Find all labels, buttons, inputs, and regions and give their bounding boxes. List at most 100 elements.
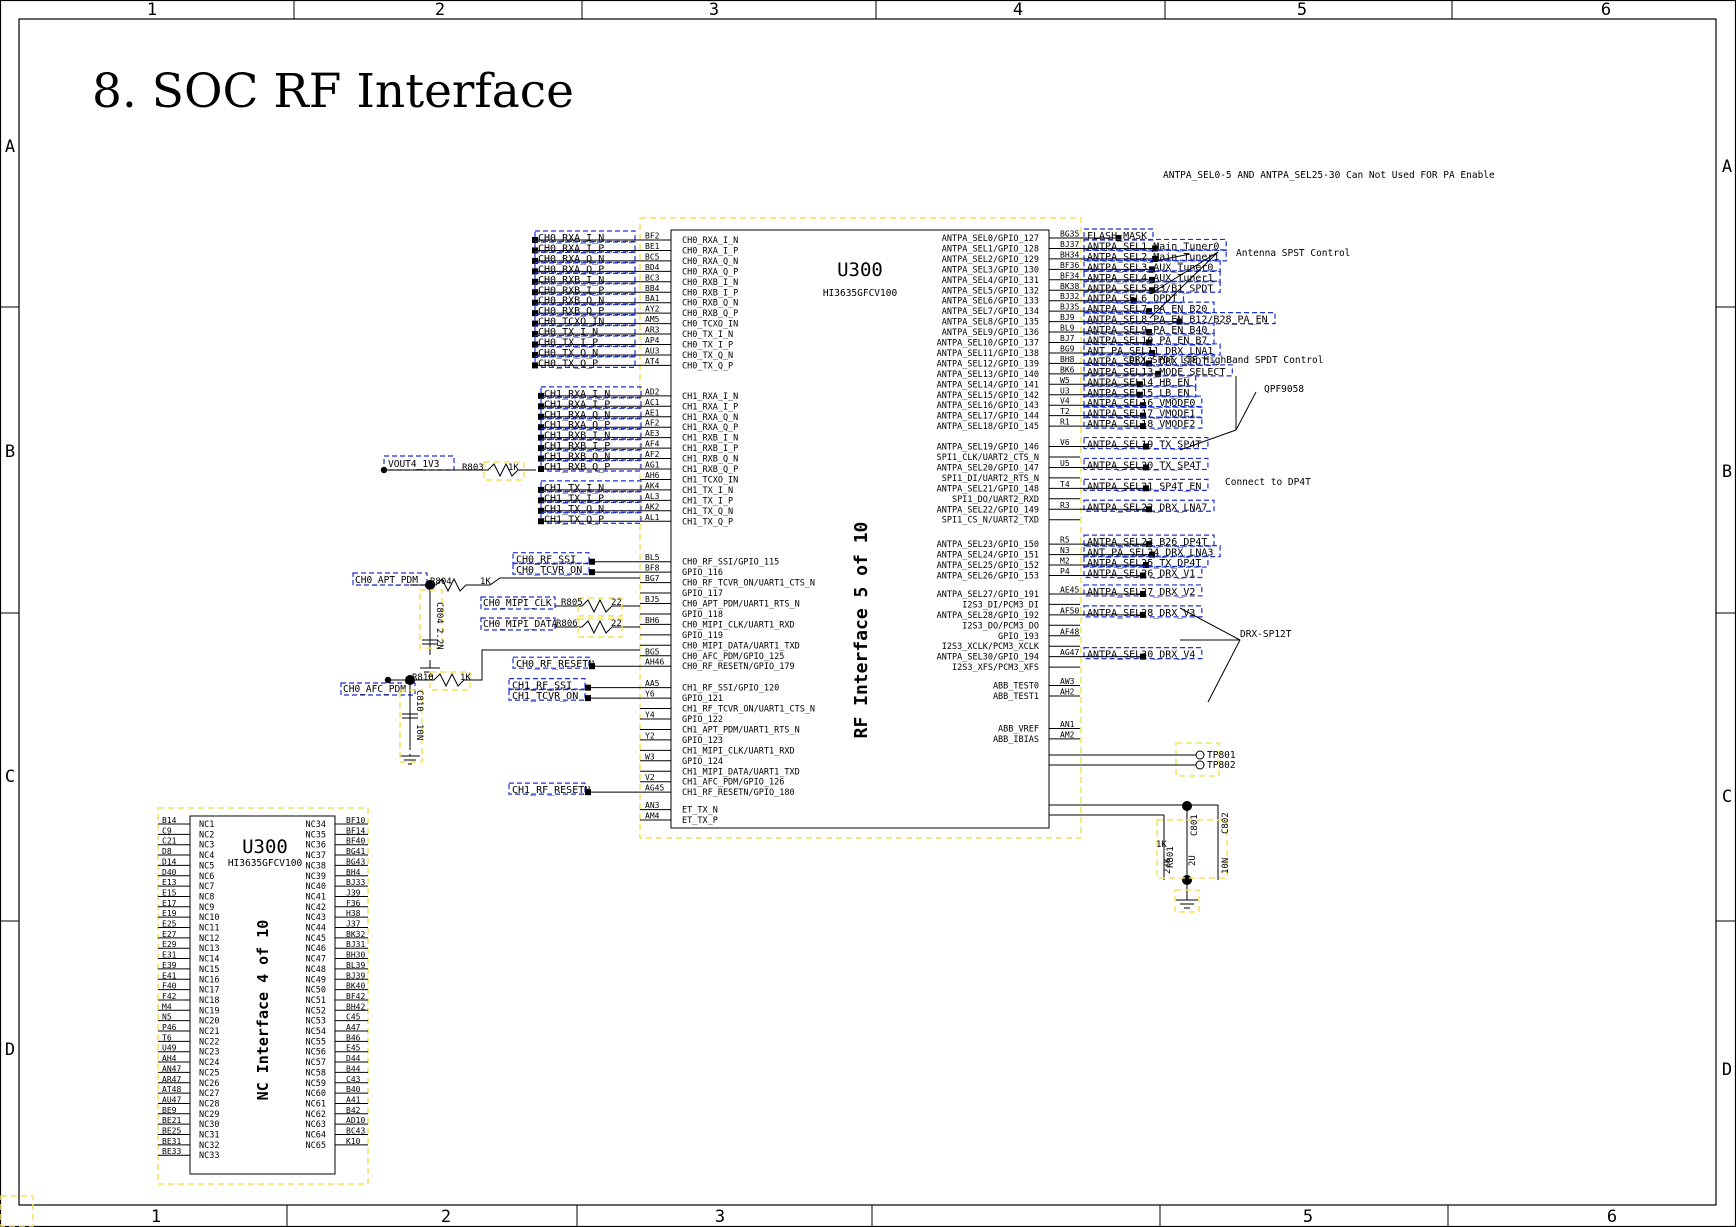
pin-name: CH1_MIPI_DATA/UART1_TXD (682, 767, 800, 777)
pin-name: CH0_RXB_I_N (682, 278, 738, 288)
net-port-icon (1149, 551, 1156, 558)
net-label-box (1083, 301, 1215, 314)
net-port-icon (1149, 266, 1156, 273)
net-label: CH0_RXB_Q_N (538, 296, 604, 307)
pin-name: NC4 (199, 851, 214, 861)
pin-name: CH1_TCXO_IN (682, 475, 738, 485)
net-label-box (1083, 499, 1215, 512)
pin-number: AH2 (1060, 688, 1075, 697)
pin-number: AF4 (645, 440, 660, 449)
main-chip-unit: RF Interface 5 of 10 (851, 522, 872, 739)
pin-name: NC59 (306, 1079, 326, 1089)
net-port-icon (1136, 381, 1143, 388)
net-port-icon (1136, 391, 1143, 398)
net-port-icon (1152, 255, 1159, 262)
pin-name: CH1_RXB_Q_N (682, 455, 738, 465)
connect-dp4t-note: Connect to DP4T (1225, 477, 1311, 488)
net-label: CH1_TX_Q_N (544, 504, 604, 515)
pin-name: NC10 (199, 913, 219, 923)
pin-number: E27 (162, 930, 177, 939)
pin-number: AG47 (1060, 648, 1079, 657)
mipi-data-net-label: CH0_MIPI_DATA (483, 619, 558, 630)
pin-number: BJ32 (1060, 292, 1079, 301)
pin-name: NC54 (306, 1027, 326, 1037)
pin-number: BD4 (645, 263, 660, 272)
net-port-icon (1139, 653, 1146, 660)
pin-name: GPIO_116 (682, 568, 723, 578)
pin-name: NC28 (199, 1099, 219, 1109)
pin-name: NC19 (199, 1006, 219, 1016)
pin-name: I2S3_DI/PCM3_DI (962, 600, 1039, 610)
pin-name: NC65 (306, 1141, 326, 1151)
pin-name: CH0_TX_I_P (682, 341, 733, 351)
net-port-icon (1146, 339, 1152, 346)
pin-number: U3 (1060, 386, 1070, 395)
pin-name: CH0_RXA_I_N (682, 236, 738, 246)
pin-number: E25 (162, 920, 177, 929)
net-port-icon (538, 403, 544, 410)
pin-name: CH1_RF_SSI/GPIO_120 (682, 684, 779, 694)
nc-chip-body (189, 815, 336, 1175)
net-port-icon (1130, 297, 1137, 304)
net-label-box (508, 782, 586, 795)
pin-name: NC3 (199, 841, 214, 851)
pin-number: R5 (1060, 536, 1070, 545)
pin-name: NC13 (199, 944, 219, 954)
pin-number: BK32 (346, 930, 365, 939)
pin-name: NC55 (306, 1037, 326, 1047)
pin-number: E29 (162, 940, 177, 949)
net-port-icon (1146, 308, 1152, 315)
left-passives: VOUT4_1V3 R803 1K CH0_APT_PDM R804 1K C8… (340, 455, 640, 765)
pin-number: AM5 (645, 315, 660, 324)
nc-chip[interactable]: U300 HI3635GFCV100 NC Interface 4 of 10 … (157, 807, 369, 1185)
pin-number: AG1 (645, 461, 660, 470)
pin-number: AM2 (1060, 730, 1075, 739)
net-label-box (512, 656, 590, 669)
pin-name: GPIO_118 (682, 610, 723, 620)
pin-name: ANTPA_SEL21/GPIO_148 (937, 484, 1039, 494)
pin-number: AF2 (645, 419, 660, 428)
pin-number: N5 (162, 1013, 172, 1022)
pin-number: AT4 (645, 357, 660, 366)
net-label: CH0_RXA_I_N (538, 233, 604, 244)
pin-number: BF34 (1060, 271, 1079, 280)
main-chip-body (670, 229, 1050, 829)
pin-name: NC41 (306, 892, 326, 902)
pin-name: NC30 (199, 1120, 219, 1130)
net-label: CH0_RF_RESETN (516, 659, 594, 670)
pin-number: V2 (645, 773, 655, 782)
pin-number: AT48 (162, 1085, 181, 1094)
pin-name: ABB_TEST1 (993, 692, 1039, 702)
pin-number: F42 (162, 992, 177, 1001)
net-label: CH0_TCXO_IN (538, 317, 604, 328)
net-label-box (1083, 322, 1215, 335)
pin-number: BE21 (162, 1116, 181, 1125)
pin-name: NC38 (306, 861, 326, 871)
pin-number: V4 (1060, 397, 1070, 406)
pin-name: SPI1_DO/UART2_RXD (952, 495, 1039, 505)
net-port-icon (1142, 464, 1149, 471)
pin-number: E41 (162, 971, 177, 980)
pin-number: AE45 (1060, 585, 1079, 594)
pin-number: BG5 (645, 647, 660, 656)
net-port-icon (538, 434, 544, 441)
col-label-bottom-2: 2 (441, 1207, 451, 1227)
pin-number: AH6 (645, 471, 660, 480)
pin-number: T2 (1060, 407, 1070, 416)
net-label: CH0_RXB_I_P (538, 285, 604, 296)
net-port-icon (538, 466, 544, 472)
pin-number: U5 (1060, 459, 1070, 468)
main-chip[interactable]: U300 HI3635GFCV100 RF Interface 5 of 10 … (639, 217, 1082, 839)
right-net-labels: FLASH_MASKANTPA_SEL1_Main_Tuner0ANTPA_SE… (1080, 228, 1276, 661)
afc-net-label: CH0_AFC_PDM (343, 684, 406, 695)
net-label: CH1_TX_I_P (544, 493, 604, 504)
pin-name: NC36 (306, 841, 326, 851)
r810-value: 1K (460, 673, 471, 683)
net-port-icon (1155, 370, 1162, 377)
r-value-27k: 27K (1163, 857, 1173, 874)
net-port-icon (532, 362, 538, 369)
pin-name: NC48 (306, 965, 326, 975)
pin-name: CH0_RF_SSI/GPIO_115 (682, 558, 779, 568)
net-port-icon (1176, 318, 1183, 325)
